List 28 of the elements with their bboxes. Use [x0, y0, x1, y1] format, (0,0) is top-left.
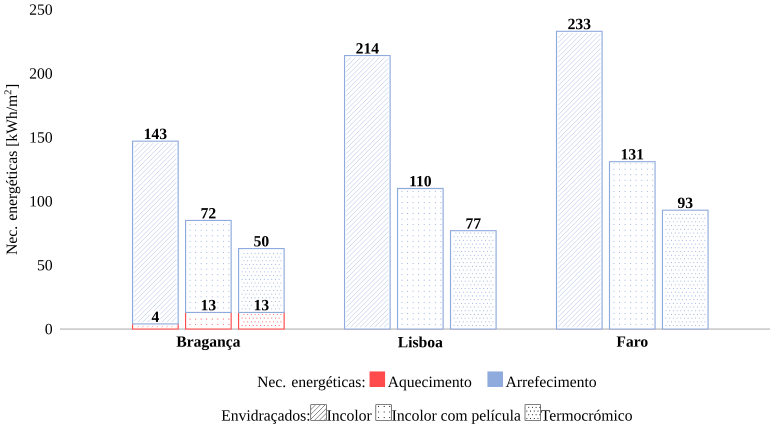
y-tick-label: 150 — [30, 132, 52, 143]
text: Incolor — [327, 410, 372, 421]
y-tick-label: 100 — [30, 196, 52, 207]
data-label: 77 — [466, 218, 481, 229]
y-tick-label: 50 — [38, 260, 52, 271]
y-tick-label: 0 — [45, 324, 52, 334]
data-label: 143 — [144, 128, 167, 140]
data-label: 72 — [201, 208, 216, 218]
legend-label: Arrefecimento — [506, 376, 596, 388]
y-tick-label: 200 — [30, 68, 52, 79]
y-tick-label: 250 — [30, 4, 52, 15]
text: Termocrómico — [541, 410, 632, 421]
x-tick-label: Lisboa — [398, 336, 443, 348]
y-axis-title: Nec. energéticas [kWh/m$^{2}$] — [4, 85, 20, 255]
data-label: 233 — [568, 18, 590, 30]
data-label: 50 — [254, 236, 269, 247]
data-label: 214 — [356, 43, 379, 54]
legend-label: Aquecimento — [388, 376, 472, 390]
data-label: 13 — [254, 300, 269, 310]
x-tick-label: Bragança — [176, 336, 240, 350]
data-label: 110 — [410, 176, 431, 187]
x-tick-label: Faro — [616, 336, 648, 347]
data-label: 93 — [678, 198, 693, 208]
data-label: 131 — [622, 149, 644, 160]
data-label: 13 — [202, 300, 216, 310]
text: Envidraçados: — [222, 410, 310, 424]
text: Incolor com película — [392, 410, 521, 424]
legend-title: Nec. energéticas: — [258, 376, 364, 390]
